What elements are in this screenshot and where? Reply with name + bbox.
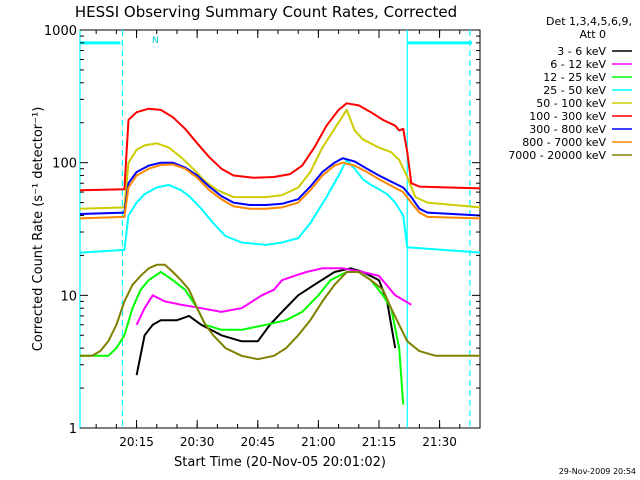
series-line-300-800-kev (79, 157, 481, 217)
x-tick-label: 21:30 (422, 435, 457, 449)
vertical-markers (79, 30, 472, 428)
series-line-7000-20000-kev (80, 263, 480, 361)
y-tick-label: 10 (60, 289, 77, 304)
legend-label-50-100-kev: 50 - 100 keV (536, 97, 606, 110)
legend-label-12-25-kev: 12 - 25 keV (543, 71, 606, 84)
series-line-3-6-kev (135, 267, 397, 376)
series-line-6-12-kev (135, 267, 412, 326)
legend-header-2: Att 0 (580, 28, 606, 41)
series-line-25-50-kev (79, 158, 481, 254)
plot-area (79, 29, 481, 429)
chart-title: HESSI Observing Summary Count Rates, Cor… (75, 3, 457, 21)
legend-label-100-300-kev: 100 - 300 keV (529, 110, 606, 123)
x-tick-label: 20:45 (240, 435, 275, 449)
legend-label-3-6-kev: 3 - 6 keV (557, 45, 606, 58)
series-group (79, 102, 481, 405)
legend-header-1: Det 1,3,4,5,6,9, (546, 15, 632, 28)
x-tick-label: 20:30 (180, 435, 215, 449)
legend-label-6-12-kev: 6 - 12 keV (550, 58, 606, 71)
x-axis-label: Start Time (20-Nov-05 20:01:02) (174, 455, 386, 470)
axes: 20:15 20:30 20:45 21:00 21:15 21:30 1 10 100 1000 (44, 24, 481, 449)
y-tick-label: 100 (52, 157, 77, 172)
series-line-800-7000-kev (79, 161, 481, 220)
legend-label-300-800-kev: 300 - 800 keV (529, 123, 606, 136)
series-line-100-300-kev (79, 102, 481, 192)
legend-label-800-7000-kev: 800 - 7000 keV (522, 136, 606, 149)
creation-timestamp: 29-Nov-2009 20:54 (559, 467, 636, 476)
x-tick-label: 21:00 (301, 435, 336, 449)
legend-label-7000-20000-kev: 7000 - 20000 keV (508, 149, 606, 162)
series-line-50-100-kev (79, 108, 481, 210)
attenuator-marker: N (152, 36, 159, 46)
plot-frame (79, 29, 481, 429)
legend-label-25-50-kev: 25 - 50 keV (543, 84, 606, 97)
y-axis-label: Corrected Count Rate (s⁻¹ detector⁻¹) (31, 107, 46, 352)
x-tick-label: 20:15 (119, 435, 154, 449)
y-tick-label: 1 (69, 422, 77, 437)
x-tick-label: 21:15 (362, 435, 397, 449)
y-tick-label: 1000 (44, 24, 77, 39)
